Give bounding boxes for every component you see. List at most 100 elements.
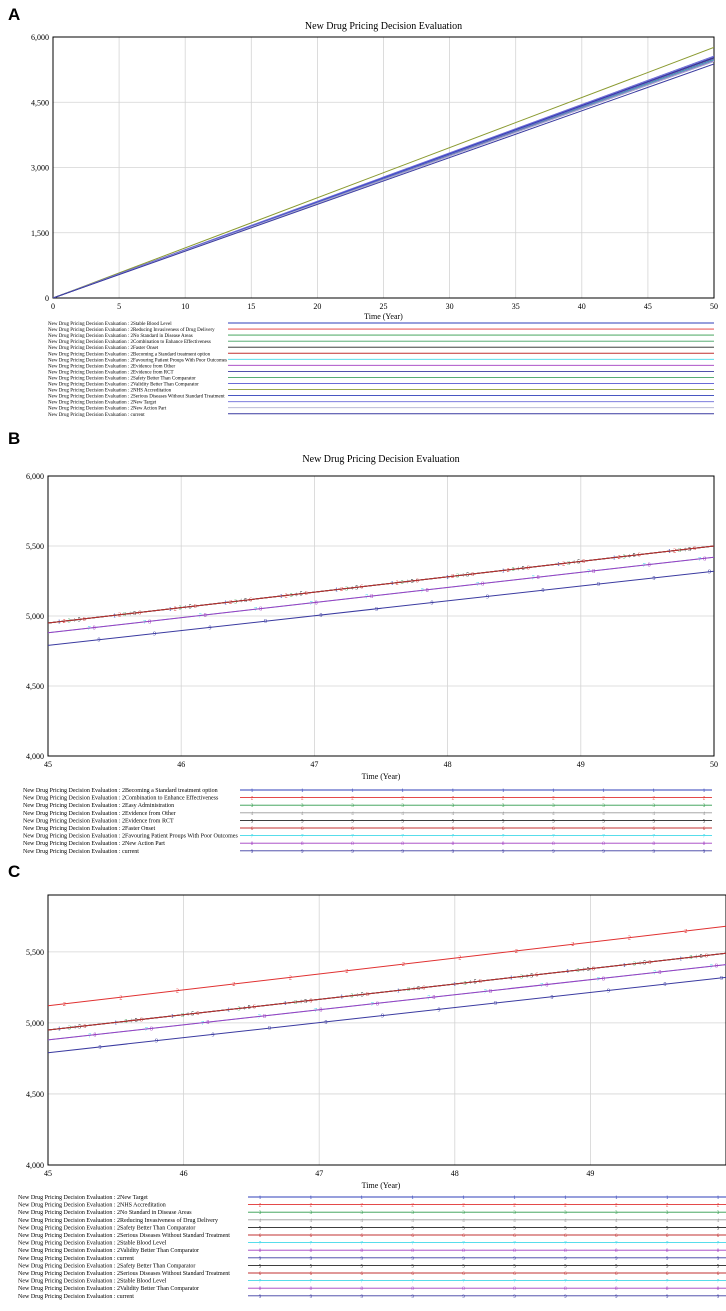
legend-marker: 5 [513,1226,516,1231]
series-marker: 9 [264,619,267,625]
legend-marker: 5 [310,1226,313,1231]
series-marker: 3 [678,548,681,554]
legend-label: New Drug Pricing Decision Evaluation : 2… [18,1286,199,1292]
series-marker: 4 [295,592,298,598]
series-marker: 6 [360,585,363,591]
series-marker: 9 [597,582,600,588]
series-marker: 4 [73,1025,76,1031]
legend-marker: 9 [615,1295,618,1300]
series-marker: 9 [720,976,723,982]
legend-marker: 6 [462,1272,465,1277]
legend-label: New Drug Pricing Decision Evaluation : 2… [18,1224,195,1231]
series-marker: 6 [471,572,474,578]
series-marker: 7 [371,1002,374,1008]
legend-marker: 8 [502,842,505,847]
legend-marker: 7 [602,835,605,840]
plot-frame [47,475,715,757]
legend-label: New Drug Pricing Decision Evaluation : c… [18,1294,134,1300]
series-marker: 1 [502,568,505,574]
series-marker: 2 [458,955,461,961]
series-marker: 8 [715,964,718,970]
legend-marker: 2 [452,797,455,802]
series-marker: 7 [476,582,479,588]
legend-marker: 1 [462,1196,465,1201]
x-tick-label: 15 [247,302,255,311]
y-tick-label: 4,000 [26,1161,44,1170]
series-marker: 7 [88,626,91,632]
legend-marker: 1 [251,789,254,794]
legend-marker: 7 [703,835,706,840]
legend-marker: 3 [251,804,254,809]
legend-marker: 8 [513,1249,516,1254]
series-marker: 7 [421,588,424,594]
series-marker: 4 [517,567,520,573]
legend-marker: 6 [703,827,706,832]
legend-marker: 5 [361,1226,364,1231]
legend-marker: 8 [462,1249,465,1254]
series-marker: 9 [98,638,101,644]
legend-label: New Drug Pricing Decision Evaluation : 2… [18,1217,218,1224]
chart-panel-a: A New Drug Pricing Decision Evaluation 0 5 1… [8,5,718,418]
chart-title: New Drug Pricing Decision Evaluation [305,21,462,32]
x-tick-label: 30 [446,302,454,311]
series-marker: 8 [259,607,262,613]
series-group: 1111111111112222222222223333333333334444… [48,545,714,646]
series-marker: 5 [700,954,703,960]
series-marker: 6 [592,966,595,972]
legend-marker: 5 [361,1264,364,1269]
series-marker: 1 [171,1014,174,1020]
legend-label: New Drug Pricing Decision Evaluation : 2… [18,1279,167,1285]
y-tick-label: 5,000 [26,612,44,621]
series-marker: 1 [284,1001,287,1007]
chart-title: New Drug Pricing Decision Evaluation [302,454,459,465]
legend-label: New Drug Pricing Decision Evaluation : c… [18,1256,134,1262]
series-marker: 7 [365,595,368,601]
legend-marker: 5 [301,819,304,824]
series-marker: 6 [638,553,641,559]
y-tick-label: 5,500 [26,948,44,957]
legend-marker: 4 [411,1219,414,1224]
plot-frame [52,36,715,299]
series-marker: 3 [68,1026,71,1032]
series-marker: 1 [623,963,626,969]
legend-label: New Drug Pricing Decision Evaluation : 2… [18,1241,167,1247]
legend-marker: 9 [411,1295,414,1300]
series-marker: 5 [587,967,590,973]
x-tick-label: 45 [44,760,52,769]
series-marker: 8 [204,613,207,619]
series-marker: 8 [263,1014,266,1020]
series-marker: 7 [484,989,487,995]
legend-label: New Drug Pricing Decision Evaluation : 2… [48,389,172,394]
series-marker: 9 [268,1026,271,1032]
legend-label: New Drug Pricing Decision Evaluation : 2… [23,817,174,824]
legend-marker: 7 [502,835,505,840]
series-marker: 3 [181,1013,184,1019]
series-marker: 6 [648,960,651,966]
legend-marker: 4 [666,1219,669,1224]
legend-marker: 9 [251,850,254,855]
legend-label: New Drug Pricing Decision Evaluation : 2… [23,834,238,840]
legend-marker: 7 [717,1242,720,1247]
legend-marker: 6 [666,1234,669,1239]
legend-marker: 6 [653,827,656,832]
series-marker: 8 [545,983,548,989]
series-marker: 4 [461,573,464,579]
series-marker: 4 [184,605,187,611]
legend-marker: 9 [717,1257,720,1262]
series-line [48,964,726,1041]
legend-marker: 2 [666,1204,669,1209]
legend-marker: 5 [653,819,656,824]
legend-marker: 7 [361,1280,364,1285]
legend-marker: 8 [452,842,455,847]
legend-marker: 2 [552,797,555,802]
legend-marker: 6 [552,827,555,832]
legend-marker: 7 [411,1242,414,1247]
series-marker: 6 [416,578,419,584]
legend-marker: 5 [564,1264,567,1269]
series-line [48,925,726,1007]
legend-marker: 4 [310,1219,313,1224]
x-tick-label: 45 [44,1169,52,1178]
series-marker: 2 [628,936,631,942]
legend-marker: 7 [666,1280,669,1285]
